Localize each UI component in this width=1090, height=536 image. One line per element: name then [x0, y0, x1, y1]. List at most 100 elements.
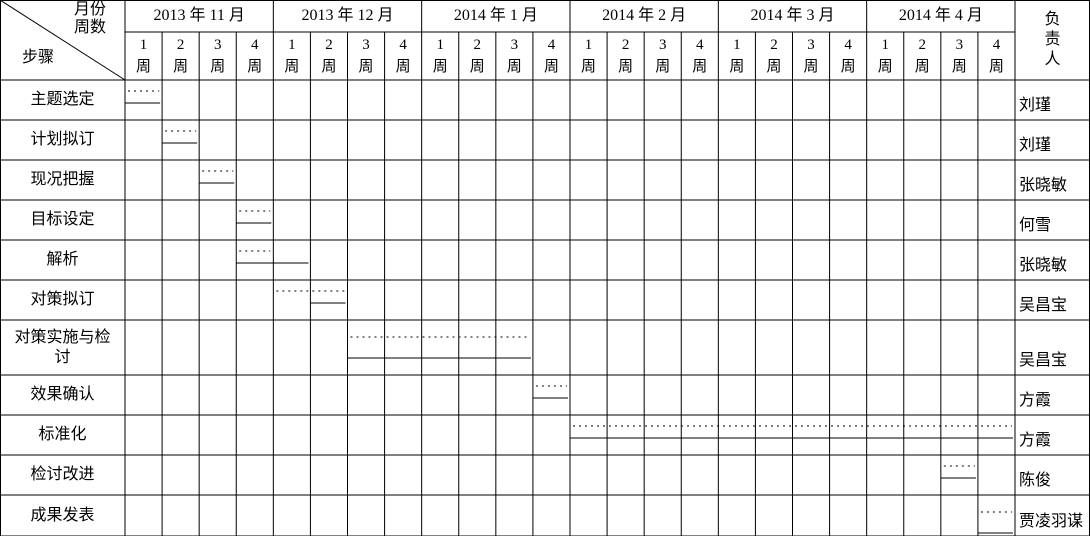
week-number: 1: [288, 37, 296, 53]
week-number: 3: [213, 37, 222, 53]
week-number: 1: [881, 37, 889, 53]
week-unit: 周: [951, 59, 967, 75]
week-number: 3: [658, 37, 667, 53]
week-unit: 周: [432, 59, 448, 75]
week-number: 2: [473, 37, 482, 53]
month-label: 2013 年 12 月: [301, 7, 394, 24]
week-number: 3: [807, 37, 815, 53]
week-number: 2: [176, 37, 185, 53]
step-label: 对策拟订: [30, 291, 95, 308]
week-number: 2: [770, 37, 778, 53]
step-label: 目标设定: [30, 211, 95, 228]
week-number: 3: [510, 37, 519, 53]
owner: 陈俊: [1019, 472, 1052, 489]
owner: 张晓敏: [1019, 257, 1068, 274]
corner-top: 月份: [73, 1, 106, 18]
week-unit: 周: [729, 59, 745, 75]
month-label: 2014 年 1 月: [453, 7, 538, 24]
week-number: 2: [918, 37, 927, 53]
week-unit: 周: [210, 59, 226, 75]
step-label: 主题选定: [30, 91, 95, 108]
owner-header-text: 负责人: [1044, 11, 1061, 68]
week-number: 2: [325, 37, 333, 53]
week-unit: 周: [803, 59, 819, 75]
owner-header: 负责人: [1015, 0, 1090, 80]
week-number: 1: [436, 37, 444, 53]
diagonal: [0, 0, 126, 81]
month-label: 2014 年 3 月: [750, 7, 835, 24]
week-number: 4: [992, 37, 1001, 53]
step-label: 标准化: [38, 426, 87, 443]
owner: 方霞: [1019, 432, 1052, 449]
week-number: 1: [139, 37, 148, 53]
owner: 刘瑾: [1019, 137, 1052, 154]
month-label: 2014 年 2 月: [602, 7, 687, 24]
week-unit: 周: [692, 59, 708, 75]
week-number: 4: [399, 37, 407, 53]
step-label: 检讨改进: [30, 466, 95, 483]
week-unit: 周: [173, 59, 189, 75]
week-number: 2: [621, 37, 630, 53]
week-unit: 周: [840, 59, 856, 75]
step-label: 计划拟订: [30, 131, 95, 148]
week-unit: 周: [136, 59, 152, 75]
week-number: 4: [547, 37, 556, 53]
owner: 张晓敏: [1019, 177, 1068, 194]
week-unit: 周: [988, 59, 1004, 75]
week-unit: 周: [877, 59, 893, 75]
owner: 贾凌羽谋: [1019, 513, 1084, 530]
week-unit: 周: [543, 59, 559, 75]
week-unit: 周: [395, 59, 411, 75]
week-unit: 周: [766, 59, 782, 75]
week-unit: 周: [469, 59, 485, 75]
month-label: 2013 年 11 月: [153, 7, 245, 24]
week-unit: 周: [284, 59, 300, 75]
week-number: 3: [362, 37, 370, 53]
step-label: 成果发表: [30, 506, 95, 524]
corner-mid: 周数: [73, 19, 106, 36]
owner: 吴昌宝: [1019, 352, 1068, 369]
corner-bottom: 步骤: [21, 49, 54, 66]
owner: 刘瑾: [1019, 97, 1052, 114]
week-number: 4: [251, 37, 259, 53]
owner: 吴昌宝: [1019, 297, 1068, 314]
week-unit: 周: [655, 59, 671, 75]
week-number: 4: [844, 37, 852, 53]
week-unit: 周: [358, 59, 374, 75]
week-number: 4: [696, 37, 704, 53]
week-unit: 周: [581, 59, 597, 75]
week-unit: 周: [914, 59, 930, 75]
week-number: 1: [733, 37, 741, 53]
step-label: 效果确认: [30, 386, 95, 403]
step-label: 对策实施与检讨: [14, 328, 111, 366]
week-unit: 周: [247, 59, 263, 75]
step-label: 解析: [46, 251, 79, 268]
week-unit: 周: [321, 59, 337, 75]
week-number: 3: [955, 37, 964, 53]
step-label: 现况把握: [30, 171, 95, 188]
owner: 何雪: [1019, 217, 1052, 234]
owner: 方霞: [1019, 392, 1052, 409]
